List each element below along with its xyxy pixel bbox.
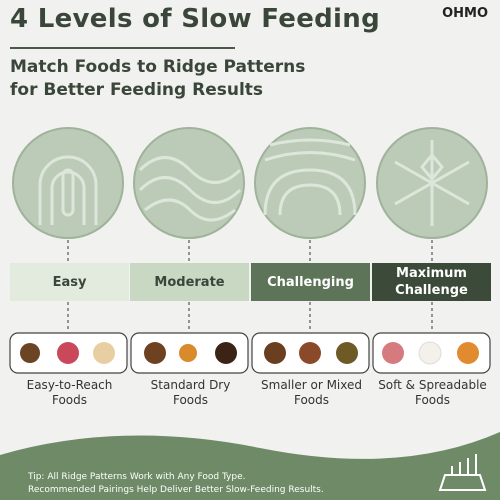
level-bar: [10, 263, 491, 301]
brand: OHMO: [442, 6, 488, 21]
footer-wave: [0, 432, 500, 500]
level-label: Easy: [52, 274, 87, 290]
food-images: [20, 341, 479, 365]
food-boxes: [9, 332, 491, 374]
tip: Recommended Pairings Help Deliver Better…: [28, 485, 324, 495]
level-label: Challenging: [267, 274, 354, 290]
food-label: Standard Dry Foods: [150, 378, 231, 407]
title: 4 Levels of Slow Feeding: [10, 4, 380, 34]
level-label: Moderate: [154, 274, 225, 290]
level-label: Maximum Challenge: [395, 266, 468, 298]
subtitle: for Better Feeding Results: [10, 80, 264, 100]
ridges: [38, 138, 470, 226]
tip: Tip: All Ridge Patterns Work with Any Fo…: [28, 472, 246, 482]
subtitle: Match Foods to Ridge Patterns: [10, 57, 306, 77]
food-label: Easy-to-Reach Foods: [26, 378, 113, 407]
food-label: Smaller or Mixed Foods: [261, 378, 362, 407]
food-label: Soft & Spreadable Foods: [378, 378, 487, 407]
bowl-icon: [438, 454, 487, 491]
connectors: [67, 240, 433, 332]
